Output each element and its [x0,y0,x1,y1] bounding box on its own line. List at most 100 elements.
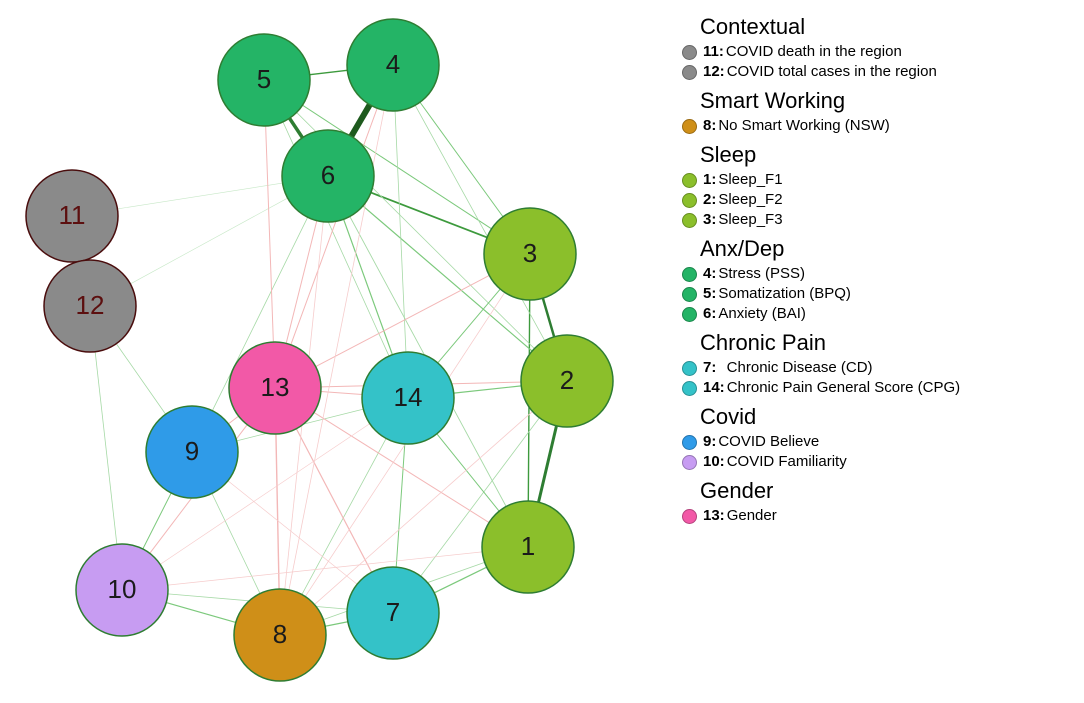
edge-13-7 [296,429,371,573]
legend-item-label: Sleep_F2 [718,190,782,210]
edge-8-9 [212,493,260,593]
legend-item-key: 13: [703,506,725,526]
node-1 [482,501,574,593]
legend-item-key: 14: [703,378,725,398]
edge-1-2 [539,426,557,502]
edge-3-14 [438,289,501,363]
legend-group-title: Anx/Dep [700,236,960,262]
legend-item-label: No Smart Working (NSW) [718,116,889,136]
edge-12-6 [130,198,287,284]
legend: Contextual11:COVID death in the region12… [700,8,960,526]
legend-item-label: Stress (PSS) [718,264,805,284]
legend-item-key: 6: [703,304,716,324]
legend-dot-icon [682,307,697,322]
legend-item-label: Anxiety (BAI) [718,304,806,324]
legend-item: 14:Chronic Pain General Score (CPG) [682,378,960,398]
legend-item-key: 1: [703,170,716,190]
legend-item-key: 8: [703,116,716,136]
node-10 [76,544,168,636]
legend-item: 1:Sleep_F1 [682,170,960,190]
edge-4-5 [310,70,348,74]
node-4 [347,19,439,111]
edge-7-14 [396,444,405,567]
legend-group-title: Sleep [700,142,960,168]
edge-9-10 [143,493,171,549]
legend-item-label: COVID total cases in the region [727,62,937,82]
legend-dot-icon [682,381,697,396]
legend-group-title: Covid [700,404,960,430]
legend-item: 10:COVID Familiarity [682,452,960,472]
legend-item: 11:COVID death in the region [682,42,960,62]
legend-item-key: 7: [703,358,721,378]
legend-dot-icon [682,119,697,134]
node-5 [218,34,310,126]
legend-item-key: 5: [703,284,716,304]
legend-dot-icon [682,361,697,376]
legend-item: 6:Anxiety (BAI) [682,304,960,324]
legend-item-key: 9: [703,432,716,452]
legend-group-title: Chronic Pain [700,330,960,356]
legend-group-title: Contextual [700,14,960,40]
legend-group-title: Smart Working [700,88,960,114]
legend-item-key: 11: [703,42,724,62]
legend-item: 12:COVID total cases in the region [682,62,960,82]
edge-9-12 [116,344,165,415]
legend-item: 3:Sleep_F3 [682,210,960,230]
legend-item: 4:Stress (PSS) [682,264,960,284]
node-12 [44,260,136,352]
edge-13-14 [321,391,362,394]
legend-dot-icon [682,213,697,228]
nodes-layer: 1234567891011121314 [26,19,613,681]
edge-4-14 [395,111,406,352]
edge-1-14 [437,434,499,511]
node-11 [26,170,118,262]
legend-group-title: Gender [700,478,960,504]
node-2 [521,335,613,427]
node-9 [146,406,238,498]
legend-dot-icon [682,509,697,524]
node-6 [282,130,374,222]
legend-item: 9:COVID Believe [682,432,960,452]
legend-item-key: 2: [703,190,716,210]
legend-dot-icon [682,455,697,470]
network-diagram: 1234567891011121314 Contextual11:COVID d… [0,0,1084,703]
edge-5-6 [290,118,303,137]
legend-item-key: 4: [703,264,716,284]
edge-6-14 [344,219,393,354]
legend-item-label: Somatization (BPQ) [718,284,851,304]
legend-item-label: Sleep_F3 [718,210,782,230]
edge-7-8 [325,622,348,626]
legend-item-label: Sleep_F1 [718,170,782,190]
node-7 [347,567,439,659]
legend-item-label: COVID death in the region [726,42,902,62]
legend-item-label: Chronic Pain General Score (CPG) [727,378,960,398]
legend-item-key: 12: [703,62,725,82]
legend-dot-icon [682,173,697,188]
edge-2-3 [543,298,554,337]
legend-dot-icon [682,193,697,208]
legend-item-key: 10: [703,452,725,472]
legend-item-label: COVID Familiarity [727,452,847,472]
legend-item-label: Chronic Disease (CD) [723,358,873,378]
node-3 [484,208,576,300]
node-8 [234,589,326,681]
node-14 [362,352,454,444]
legend-dot-icon [682,267,697,282]
legend-item-key: 3: [703,210,716,230]
edge-4-6 [351,105,370,137]
legend-dot-icon [682,45,697,60]
legend-item: 7: Chronic Disease (CD) [682,358,960,378]
legend-item: 2:Sleep_F2 [682,190,960,210]
edge-9-7 [228,481,357,584]
edge-13-9 [228,416,238,424]
edge-13-8 [276,434,279,589]
edge-8-10 [166,603,236,623]
edge-13-5 [266,126,274,342]
edge-10-12 [95,352,117,545]
legend-dot-icon [682,65,697,80]
edge-2-14 [454,386,522,393]
legend-item-label: Gender [727,506,777,526]
legend-item: 8:No Smart Working (NSW) [682,116,960,136]
legend-dot-icon [682,435,697,450]
node-13 [229,342,321,434]
